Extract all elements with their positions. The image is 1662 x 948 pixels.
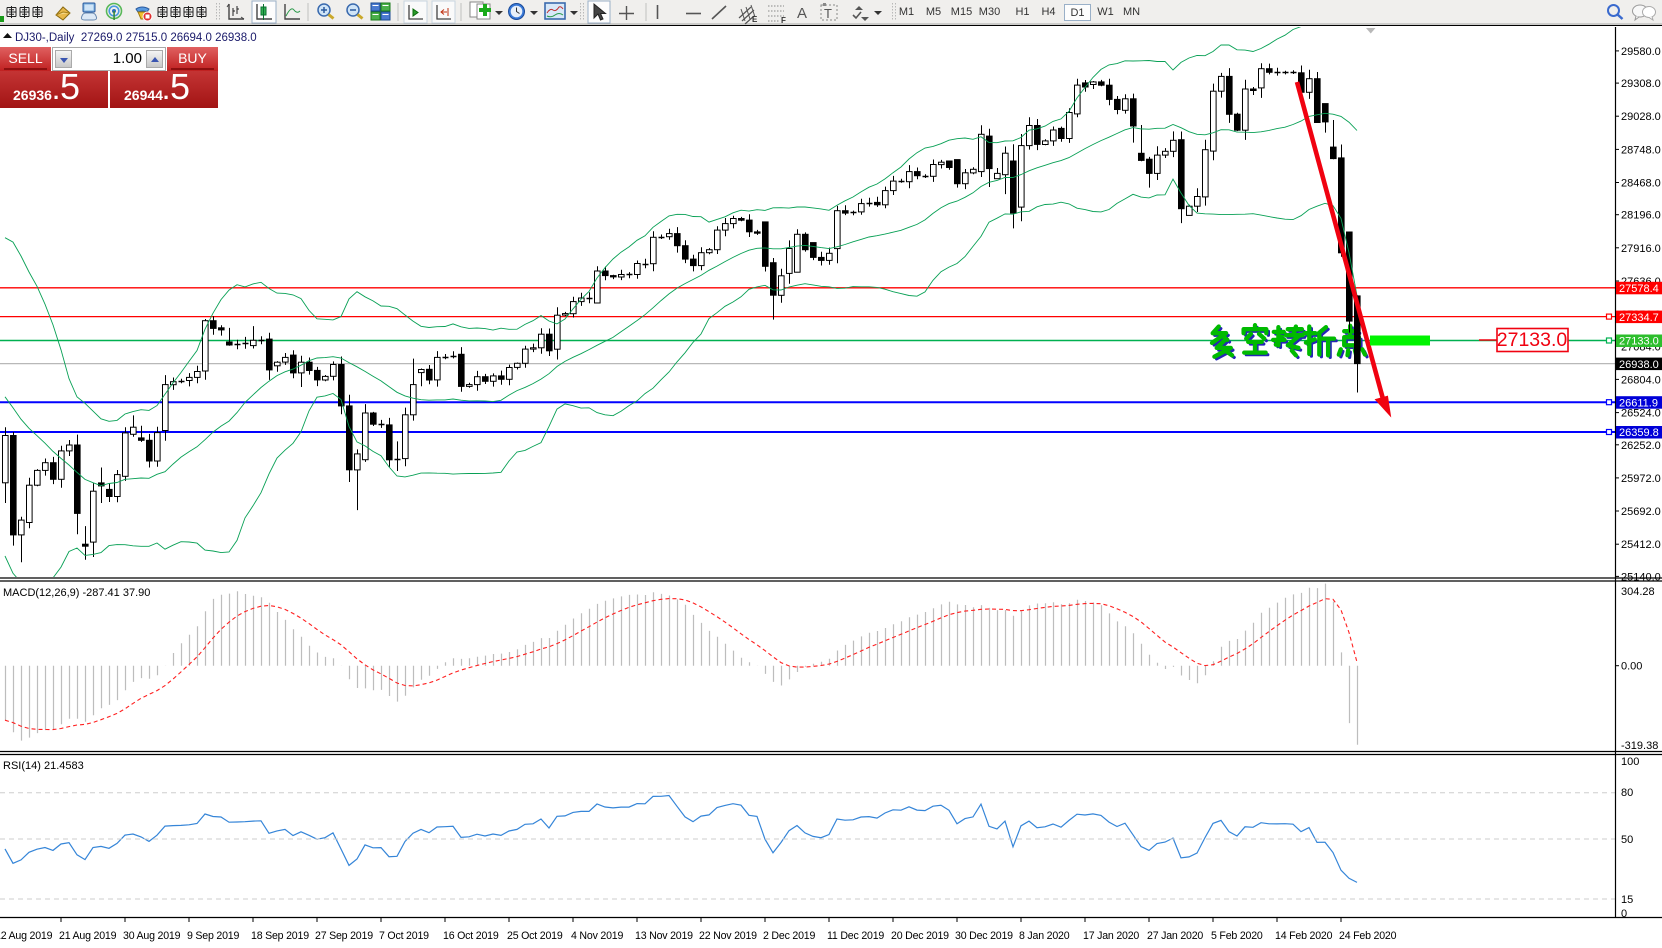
svg-text:26938.0: 26938.0	[1619, 359, 1659, 371]
svg-text:26804.0: 26804.0	[1621, 374, 1661, 386]
svg-text:27334.7: 27334.7	[1619, 312, 1659, 324]
svg-text:25412.0: 25412.0	[1621, 539, 1661, 551]
svg-text:DJ30-,Daily 27269.0 27515.0 2: DJ30-,Daily 27269.0 27515.0 26694.0 2693…	[15, 32, 257, 44]
svg-text:4 Nov 2019: 4 Nov 2019	[571, 930, 623, 942]
svg-text:27133.0: 27133.0	[1497, 329, 1568, 351]
svg-text:26524.0: 26524.0	[1621, 408, 1661, 420]
svg-text:29028.0: 29028.0	[1621, 111, 1661, 123]
svg-text:25692.0: 25692.0	[1621, 506, 1661, 518]
svg-text:27 Jan 2020: 27 Jan 2020	[1147, 930, 1203, 942]
svg-text:A: A	[797, 5, 807, 22]
svg-text:29580.0: 29580.0	[1621, 46, 1661, 58]
svg-text:25972.0: 25972.0	[1621, 473, 1661, 485]
svg-text:9 Sep 2019: 9 Sep 2019	[187, 930, 240, 942]
svg-text:26359.8: 26359.8	[1619, 427, 1659, 439]
svg-text:25 Oct 2019: 25 Oct 2019	[507, 930, 563, 942]
svg-text:RSI(14) 21.4583: RSI(14) 21.4583	[3, 760, 84, 772]
svg-text:28196.0: 28196.0	[1621, 210, 1661, 222]
svg-text:30 Aug 2019: 30 Aug 2019	[123, 930, 181, 942]
svg-text:18 Sep 2019: 18 Sep 2019	[251, 930, 309, 942]
svg-text:11 Dec 2019: 11 Dec 2019	[827, 930, 884, 942]
svg-text:17 Jan 2020: 17 Jan 2020	[1083, 930, 1139, 942]
svg-text:2 Dec 2019: 2 Dec 2019	[763, 930, 815, 942]
svg-text:15: 15	[1621, 894, 1633, 906]
svg-text:304.28: 304.28	[1621, 586, 1655, 598]
svg-text:0.00: 0.00	[1621, 661, 1642, 673]
svg-text:16 Oct 2019: 16 Oct 2019	[443, 930, 499, 942]
svg-text:5 Feb 2020: 5 Feb 2020	[1211, 930, 1263, 942]
svg-text:7 Oct 2019: 7 Oct 2019	[379, 930, 429, 942]
svg-text:22 Nov 2019: 22 Nov 2019	[699, 930, 757, 942]
svg-text:30 Dec 2019: 30 Dec 2019	[955, 930, 1013, 942]
svg-text:50: 50	[1621, 834, 1633, 846]
svg-text:-319.38: -319.38	[1621, 740, 1658, 752]
svg-text:80: 80	[1621, 787, 1633, 799]
svg-text:21 Aug 2019: 21 Aug 2019	[59, 930, 117, 942]
svg-text:13 Nov 2019: 13 Nov 2019	[635, 930, 693, 942]
svg-text:20 Dec 2019: 20 Dec 2019	[891, 930, 949, 942]
svg-text:28468.0: 28468.0	[1621, 178, 1661, 190]
svg-text:26252.0: 26252.0	[1621, 440, 1661, 452]
svg-text:12 Aug 2019: 12 Aug 2019	[0, 930, 53, 942]
svg-text:F: F	[781, 16, 786, 25]
svg-text:8 Jan 2020: 8 Jan 2020	[1019, 930, 1070, 942]
svg-text:E: E	[752, 15, 758, 24]
svg-text:25140.0: 25140.0	[1621, 571, 1661, 583]
svg-text:T: T	[824, 6, 832, 21]
svg-text:27 Sep 2019: 27 Sep 2019	[315, 930, 373, 942]
svg-text:MACD(12,26,9) -287.41 37.90: MACD(12,26,9) -287.41 37.90	[3, 587, 150, 599]
svg-text:14 Feb 2020: 14 Feb 2020	[1275, 930, 1333, 942]
svg-text:27578.4: 27578.4	[1619, 283, 1659, 295]
svg-text:26611.9: 26611.9	[1619, 397, 1658, 409]
svg-text:24 Feb 2020: 24 Feb 2020	[1339, 930, 1397, 942]
svg-text:27133.0: 27133.0	[1619, 336, 1659, 348]
svg-text:100: 100	[1621, 756, 1639, 768]
svg-text:0: 0	[1621, 908, 1627, 920]
svg-text:29308.0: 29308.0	[1621, 78, 1661, 90]
svg-text:27916.0: 27916.0	[1621, 243, 1661, 255]
svg-text:28748.0: 28748.0	[1621, 144, 1661, 156]
